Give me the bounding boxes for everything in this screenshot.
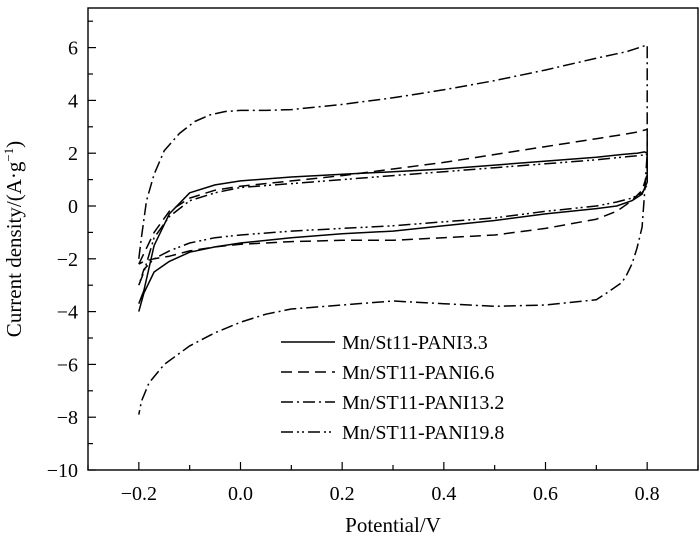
legend-label-3: Mn/ST11-PANI13.2 [342, 392, 504, 414]
y-tick-label: −6 [57, 354, 78, 376]
legend-label-2: Mn/ST11-PANI6.6 [342, 362, 494, 384]
cv-curves [138, 44, 648, 415]
legend-label-4: Mn/ST11-PANI19.8 [342, 422, 504, 444]
x-axis-title: Potential/V [345, 513, 441, 537]
series-line-4 [138, 153, 648, 286]
legend: Mn/St11-PANI3.3 Mn/ST11-PANI6.6 Mn/ST11-PA… [281, 332, 504, 444]
y-axis-title: Current density/(A·g−1) [1, 141, 26, 337]
y-axis-title-main: Current density/(A·g [2, 161, 26, 337]
y-tick-label: 2 [68, 143, 78, 165]
axis-ticks [87, 20, 699, 471]
y-tick-label: −10 [47, 460, 78, 482]
x-tick-label: 0.4 [431, 483, 456, 505]
y-tick-label: 0 [68, 196, 78, 218]
y-tick-label: 4 [68, 90, 78, 112]
y-tick-label: −4 [57, 302, 78, 324]
axis-tick-labels: −0.2 0.0 0.2 0.4 0.6 0.8 −10 −8 −6 −4 −2 0 2 4 6 [47, 38, 660, 505]
y-axis-title-close: ) [2, 141, 26, 148]
x-tick-label: −0.2 [121, 483, 157, 505]
y-tick-label: 6 [68, 38, 78, 60]
x-tick-label: 0.6 [533, 483, 558, 505]
y-tick-label: −8 [57, 407, 78, 429]
y-axis-title-superscript: −1 [1, 148, 16, 162]
y-tick-label: −2 [57, 249, 78, 271]
series-line-3 [138, 44, 648, 415]
series-line-2 [138, 128, 648, 265]
legend-label-1: Mn/St11-PANI3.3 [342, 332, 488, 354]
x-tick-label: 0.8 [635, 483, 660, 505]
x-tick-label: 0.2 [330, 483, 355, 505]
x-tick-label: 0.0 [228, 483, 253, 505]
